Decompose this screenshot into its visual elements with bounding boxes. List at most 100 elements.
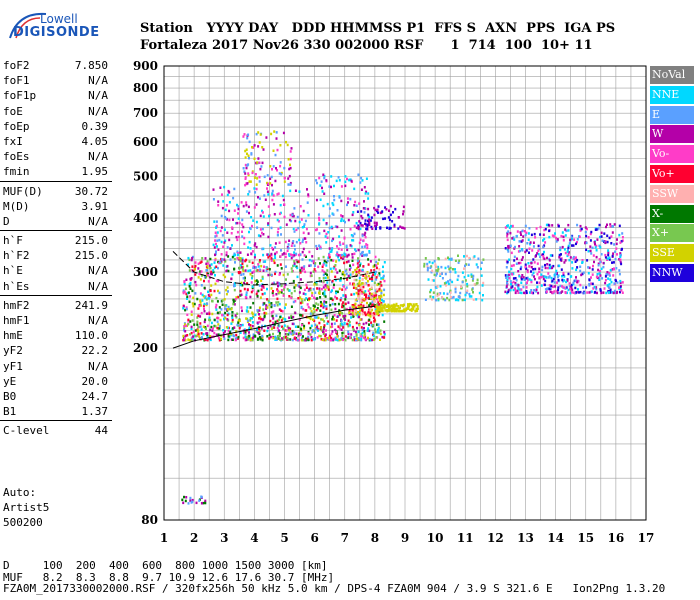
data-point [298,291,301,294]
data-point [322,263,325,266]
data-point [224,304,227,307]
data-point [227,333,230,337]
data-point [410,309,413,312]
data-point [324,272,327,275]
data-point [281,253,284,256]
data-point [390,310,393,313]
data-point [298,238,301,242]
data-point [551,234,554,237]
param-row: h`E N/A [0,263,112,278]
data-point [407,307,410,310]
data-point [334,336,337,340]
data-point [512,280,515,284]
x-tick-label: 12 [487,531,504,545]
data-point [431,298,433,301]
data-point [243,331,245,335]
data-point [269,319,272,323]
data-point [433,273,436,277]
data-point [560,268,563,271]
data-point [349,178,352,181]
data-point [399,225,402,228]
data-point [602,261,605,265]
data-point [441,296,444,299]
data-point [372,316,375,319]
data-point [315,283,318,286]
data-point [378,272,381,275]
data-point [251,250,254,253]
data-point [467,274,470,277]
legend-item: SSW [650,184,694,203]
data-point [365,177,368,180]
data-point [335,330,337,334]
data-point [281,194,284,198]
data-point [309,317,312,321]
data-point [361,292,364,295]
data-point [383,336,386,339]
data-point [369,302,372,305]
data-point [252,270,255,273]
data-point [604,241,607,245]
data-point [571,261,574,264]
data-point [405,308,408,312]
data-point [576,288,579,291]
data-point [367,197,370,200]
data-point [346,197,349,200]
data-point [289,181,292,185]
data-point [368,337,371,341]
data-point [226,264,229,268]
data-point [595,255,598,259]
data-point [383,320,386,323]
data-point [344,298,347,301]
data-point [251,338,254,342]
data-point [439,285,442,288]
data-point [531,273,534,277]
data-point [368,318,371,322]
data-point [571,288,574,291]
data-point [542,239,544,242]
data-point [376,209,378,213]
data-point [350,293,353,296]
data-point [550,276,553,280]
data-point [287,326,290,330]
data-point [424,298,427,301]
data-point [581,261,584,264]
data-point [524,265,527,269]
data-point [357,173,360,176]
data-point [370,292,373,296]
data-point [355,321,358,325]
data-point [393,310,396,313]
data-point [183,283,186,286]
data-point [366,329,369,332]
data-point [461,271,464,274]
data-point [306,303,309,306]
data-point [355,309,357,313]
data-point [251,170,254,173]
data-point [247,173,250,177]
data-point [330,336,333,340]
data-point [214,274,216,277]
data-point [465,291,468,294]
data-point [269,165,272,168]
data-point [254,253,256,257]
data-point [319,334,322,338]
data-point [243,276,246,280]
data-point [413,305,416,308]
data-point [276,193,279,196]
data-point [244,156,247,159]
data-point [225,269,228,273]
data-point [392,211,394,214]
data-point [518,240,521,243]
data-point [392,308,395,312]
data-point [333,184,335,188]
data-point [515,262,518,265]
data-point [346,254,349,258]
footer-muf-line: MUF 8.2 8.3 8.8 9.7 10.9 12.6 17.6 30.7 … [3,570,335,584]
data-point [289,338,292,341]
data-point [278,290,281,294]
data-point [506,274,509,277]
data-point [350,333,353,336]
data-point [282,294,285,297]
data-point [435,265,438,269]
data-point [382,277,385,281]
data-point [291,241,294,245]
